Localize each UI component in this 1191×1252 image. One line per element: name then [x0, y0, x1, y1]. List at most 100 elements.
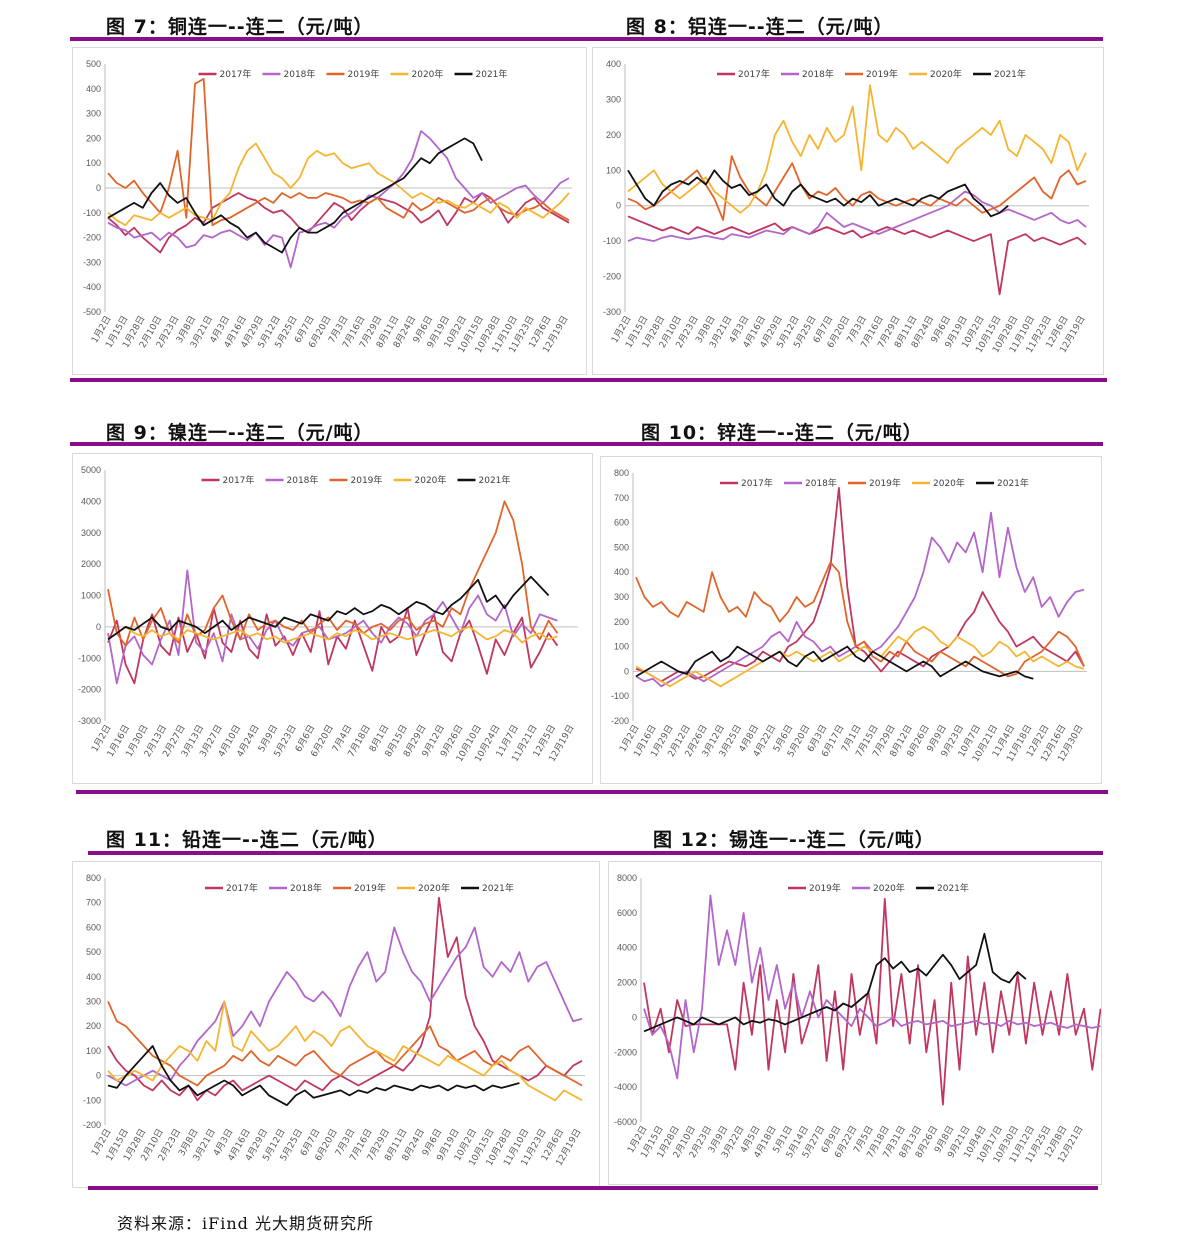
fig10-ytick-label: -100 — [611, 691, 629, 701]
fig10-series-line — [635, 486, 1085, 683]
fig9-series-line — [107, 625, 558, 644]
fig7-legend-label: 2019年 — [348, 68, 380, 80]
fig8-ytick-label: 100 — [606, 165, 621, 175]
fig7-svg: 5004003002001000-100-200-300-400-5001月2日… — [83, 59, 572, 355]
fig7-ytick-label: 200 — [86, 133, 101, 143]
fig10-legend-label: 2017年 — [741, 477, 773, 489]
fig12-ytick-label: 4000 — [617, 943, 637, 953]
fig7-series-line — [107, 137, 483, 254]
fig11-ytick-label: 300 — [86, 997, 101, 1007]
fig10-ytick-label: 500 — [614, 542, 629, 552]
fig9-series-line — [107, 569, 558, 685]
fig12-legend-label: 2021年 — [937, 882, 969, 894]
fig7-series-line — [107, 77, 570, 227]
fig12-svg: 80006000400020000-2000-4000-60001月2日1月15… — [614, 873, 1101, 1165]
fig8-ytick-label: 400 — [606, 59, 621, 69]
fig11-ytick-label: 700 — [86, 898, 101, 908]
fig11-svg: 8007006005004003002001000-100-2001月2日1月1… — [83, 873, 585, 1168]
fig9-ytick-label: 1000 — [81, 591, 101, 601]
fig7-title: 图 7：铜连一--连二（元/吨） — [106, 16, 374, 38]
fig8-ytick-label: -300 — [603, 307, 621, 317]
fig7-panel: 500 400 300 200 100 0 -100 -200 -300 -400 -500 1月2日… — [72, 47, 587, 375]
fig11-legend-label: 2021年 — [482, 882, 514, 894]
fig10-ytick-label: 800 — [614, 468, 629, 478]
fig8-ytick-label: 200 — [606, 130, 621, 140]
fig10-series-line — [635, 645, 1034, 680]
fig11-ytick-label: 600 — [86, 922, 101, 932]
fig11-ytick-label: 0 — [96, 1071, 101, 1081]
fig9-series-line — [107, 575, 550, 641]
fig10-ytick-label: 100 — [614, 642, 629, 652]
fig12-legend-label: 2020年 — [873, 882, 905, 894]
fig7-ytick-label: 0 — [96, 183, 101, 193]
fig7-ytick-label: -100 — [83, 208, 101, 218]
fig8-series-line — [627, 169, 1009, 218]
fig12-legend-label: 2019年 — [809, 882, 841, 894]
fig8-legend-label: 2017年 — [738, 68, 770, 80]
fig12-ytick-label: -6000 — [614, 1117, 637, 1127]
fig8-legend-label: 2018年 — [802, 68, 834, 80]
fig7-ytick-label: -400 — [83, 282, 101, 292]
fig7-series-line — [107, 142, 570, 227]
fig8-legend-label: 2020年 — [930, 68, 962, 80]
top-rule — [70, 37, 1103, 41]
fig10-series-line — [635, 561, 1085, 678]
fig10-svg: 8007006005004003002001000-100-2001月2日1月1… — [611, 468, 1087, 764]
fig11-legend-label: 2020年 — [418, 882, 450, 894]
fig10-legend-label: 2020年 — [933, 477, 965, 489]
fig9-title: 图 9：镍连一--连二（元/吨） — [106, 422, 374, 444]
fig7-ytick-label: 100 — [86, 158, 101, 168]
fig12-ytick-label: -4000 — [614, 1082, 637, 1092]
fig11-series-line — [107, 1000, 583, 1102]
fig8-series-line — [627, 190, 1087, 243]
fig9-legend-label: 2017年 — [223, 474, 255, 486]
fig7-legend-label: 2018年 — [284, 68, 316, 80]
fig12-series-line — [643, 932, 1027, 1033]
fig11-legend-label: 2018年 — [290, 882, 322, 894]
fig8-ytick-label: 300 — [606, 94, 621, 104]
fig10-ytick-label: 700 — [614, 493, 629, 503]
fig9-ytick-label: -1000 — [78, 653, 101, 663]
fig9-ytick-label: 4000 — [81, 496, 101, 506]
fig7-series-line — [107, 130, 570, 269]
rule-row3-top — [88, 851, 1103, 855]
rule-row3-bottom — [88, 1186, 1098, 1190]
fig11-series-line — [107, 926, 583, 1087]
fig9-legend-label: 2020年 — [415, 474, 447, 486]
fig8-series-line — [627, 215, 1087, 296]
fig10-legend-label: 2019年 — [869, 477, 901, 489]
fig10-ytick-label: 0 — [624, 666, 629, 676]
fig8-legend-label: 2019年 — [866, 68, 898, 80]
fig11-ytick-label: -100 — [83, 1095, 101, 1105]
fig8-panel: 400 300 200 100 0 -100 -200 -300 1月2日 1月15日 1月28日 2… — [592, 47, 1104, 375]
fig9-ytick-label: -2000 — [78, 685, 101, 695]
fig11-ytick-label: 500 — [86, 947, 101, 957]
rule-row2-bottom — [76, 790, 1108, 794]
fig9-ytick-label: 5000 — [81, 465, 101, 475]
fig8-svg: 4003002001000-100-200-3001月2日1月15日1月28日2… — [603, 59, 1089, 355]
source-note: 资料来源：iFind 光大期货研究所 — [117, 1214, 374, 1233]
fig9-legend-label: 2019年 — [351, 474, 383, 486]
fig9-svg: 500040003000200010000-1000-2000-30001月2日… — [78, 465, 578, 764]
fig12-ytick-label: 6000 — [617, 908, 637, 918]
fig11-legend-label: 2017年 — [226, 882, 258, 894]
fig11-ytick-label: 100 — [86, 1046, 101, 1056]
fig8-series-line — [627, 84, 1087, 214]
fig11-ytick-label: 400 — [86, 972, 101, 982]
fig10-ytick-label: 400 — [614, 567, 629, 577]
fig12-ytick-label: 2000 — [617, 978, 637, 988]
fig7-ytick-label: -500 — [83, 307, 101, 317]
fig12-title: 图 12：锡连一--连二（元/吨） — [653, 829, 935, 851]
fig12-ytick-label: 8000 — [617, 873, 637, 883]
fig9-panel: 5000 4000 3000 2000 1000 0 -1000 -2000 -3000 1月2日… — [72, 453, 593, 784]
fig10-title: 图 10：锌连一--连二（元/吨） — [641, 422, 923, 444]
fig11-ytick-label: 200 — [86, 1021, 101, 1031]
fig9-ytick-label: -3000 — [78, 716, 101, 726]
fig8-title: 图 8：铝连一--连二（元/吨） — [626, 16, 894, 38]
fig7-ytick-label: -300 — [83, 257, 101, 267]
fig7-ytick-label: 500 — [86, 59, 101, 69]
fig12-series-line — [643, 898, 1101, 1106]
fig11-ytick-label: 800 — [86, 873, 101, 883]
fig10-ytick-label: 200 — [614, 617, 629, 627]
fig11-legend-label: 2019年 — [354, 882, 386, 894]
